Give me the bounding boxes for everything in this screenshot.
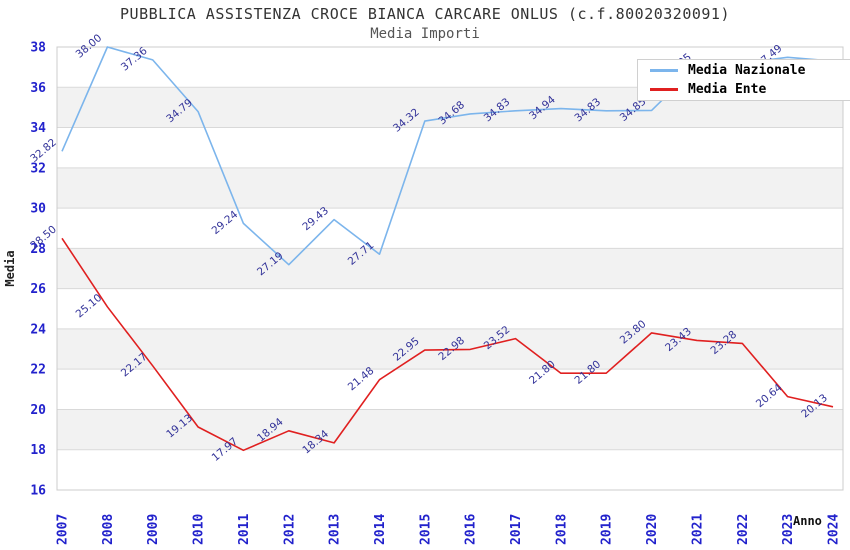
legend-label: Media Ente [688, 82, 767, 97]
y-tick-label: 26 [30, 282, 46, 297]
x-tick-label: 2010 [192, 514, 207, 545]
x-tick-label: 2007 [56, 514, 71, 545]
legend-box: Media Nazionale Media Ente [637, 59, 850, 101]
y-tick-label: 28 [30, 242, 46, 257]
x-axis-title: Anno [793, 514, 822, 528]
legend-line-sample-ente [650, 88, 678, 91]
y-tick-label: 32 [30, 161, 46, 176]
x-tick-label: 2009 [146, 514, 161, 545]
x-tick-label: 2021 [690, 514, 705, 545]
x-tick-label: 2013 [328, 514, 343, 545]
chart-title: PUBBLICA ASSISTENZA CROCE BIANCA CARCARE… [120, 5, 730, 23]
x-tick-label: 2014 [373, 514, 388, 545]
grid-band [57, 167, 843, 209]
y-tick-label: 30 [30, 202, 46, 217]
data-label: 38.00 [74, 32, 105, 61]
x-tick-label: 2011 [237, 514, 252, 545]
x-tick-label: 2012 [282, 514, 297, 545]
x-tick-label: 2015 [418, 514, 433, 545]
x-tick-label: 2016 [464, 514, 479, 545]
data-label: 29.43 [300, 205, 331, 234]
y-tick-label: 36 [30, 81, 46, 96]
data-label: 25.10 [74, 292, 105, 321]
x-tick-label: 2024 [827, 514, 842, 545]
y-tick-label: 18 [30, 443, 46, 458]
legend-item-media-nazionale: Media Nazionale [650, 63, 850, 78]
x-tick-label: 2022 [736, 514, 751, 545]
x-tick-label: 2008 [101, 514, 116, 545]
y-tick-label: 22 [30, 363, 46, 378]
x-tick-label: 2018 [554, 514, 569, 545]
plot-border [56, 46, 844, 491]
y-tick-label: 20 [30, 403, 46, 418]
chart-subtitle: Media Importi [370, 26, 480, 42]
data-label: 29.24 [210, 208, 241, 237]
y-axis-title: Media [3, 250, 17, 286]
grid-band [57, 248, 843, 289]
x-tick-label: 2017 [509, 514, 524, 545]
series-line-ente [61, 237, 834, 452]
y-tick-label: 16 [30, 484, 46, 499]
y-tick-label: 34 [30, 121, 46, 136]
y-tick-label: 24 [30, 322, 46, 337]
x-tick-label: 2023 [781, 514, 796, 545]
data-label: 20.64 [754, 381, 785, 410]
y-tick-label: 38 [30, 41, 46, 56]
data-label: 37.36 [119, 45, 150, 74]
legend-item-media-ente: Media Ente [650, 82, 850, 97]
legend-label: Media Nazionale [688, 63, 806, 78]
x-tick-label: 2019 [600, 514, 615, 545]
legend-line-sample-nazionale [650, 69, 678, 72]
x-tick-label: 2020 [645, 514, 660, 545]
grid-band [57, 409, 843, 450]
